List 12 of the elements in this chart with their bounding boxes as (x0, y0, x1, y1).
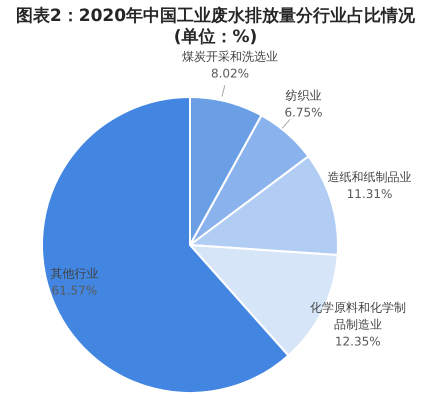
slice-label: 煤炭开采和洗选业 (182, 50, 278, 64)
data-label: 12.35% (334, 334, 381, 349)
slice-label: 纺织业 (286, 88, 322, 102)
slice-label: 造纸和纸制品业 (328, 170, 412, 184)
data-label: 11.31% (346, 186, 392, 201)
slice-label: 其他行业 (50, 266, 98, 281)
data-label: 61.57% (51, 284, 98, 298)
chart-title: 图表2：2020年中国工业废水排放量分行业占比情况 (14, 6, 416, 26)
slice-label: 化学原料和化学制品制造业 (310, 300, 406, 332)
data-label: 8.02% (210, 66, 250, 81)
data-label: 6.75% (284, 105, 323, 120)
chart-subtitle: (单位：%) (172, 27, 258, 47)
